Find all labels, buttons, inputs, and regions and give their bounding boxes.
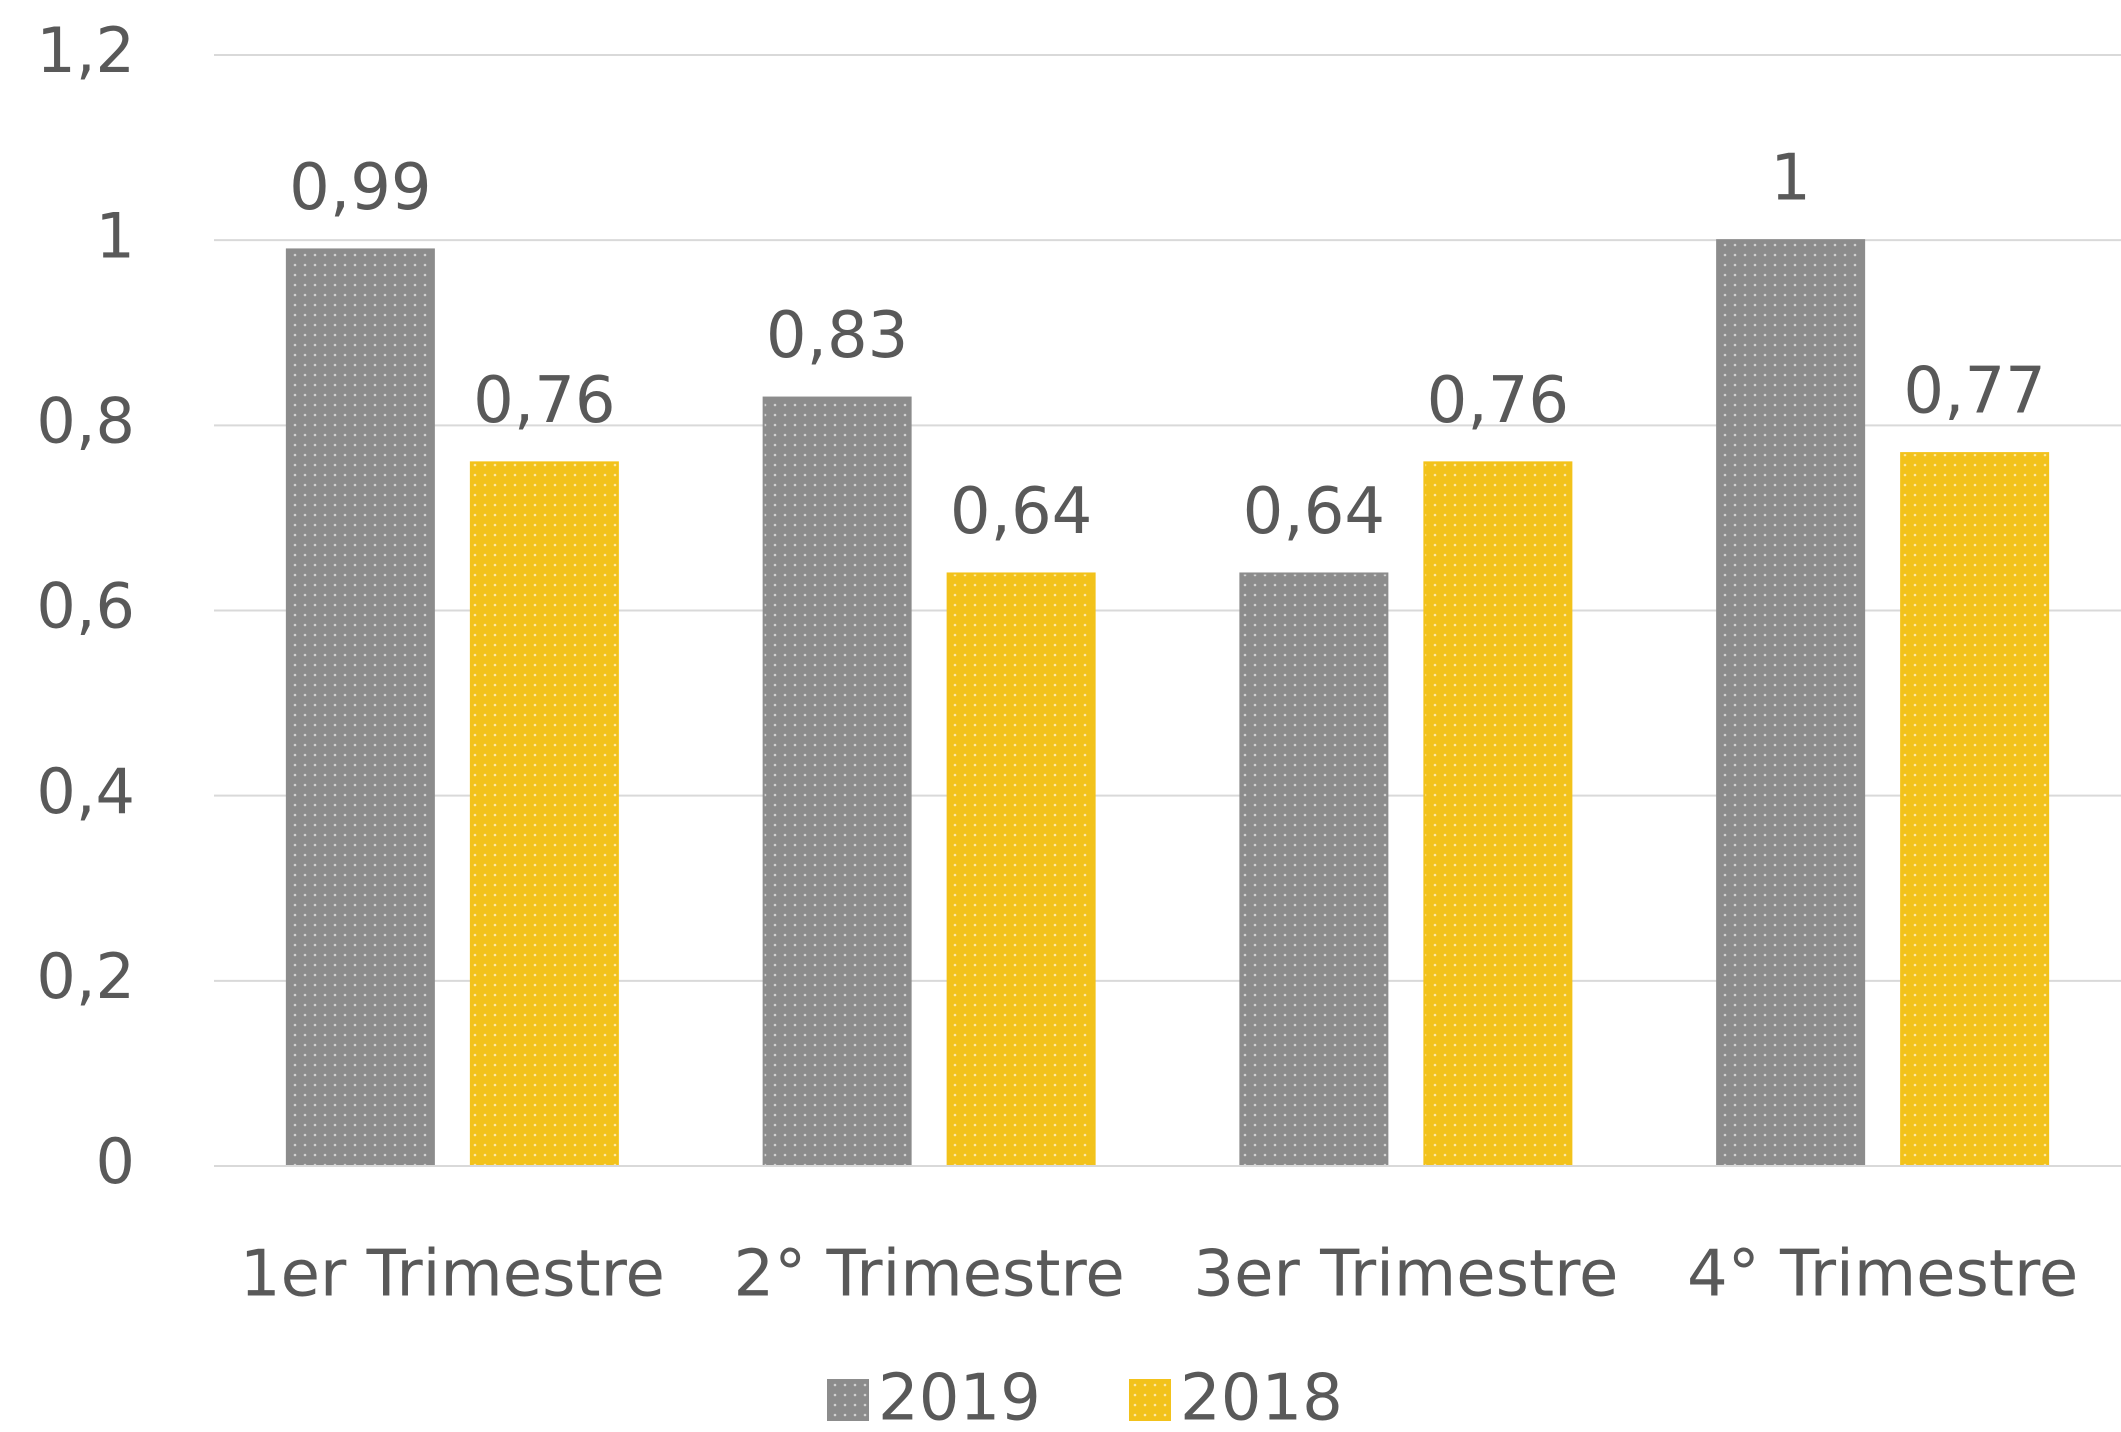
y-tick-label: 0,2 (36, 940, 135, 1013)
data-label: 0,83 (766, 299, 909, 373)
x-tick-label: 2° Trimestre (733, 1238, 1124, 1312)
x-tick-label: 4° Trimestre (1687, 1238, 2078, 1312)
legend-swatch (827, 1379, 869, 1421)
x-tick-label: 1er Trimestre (240, 1238, 665, 1312)
data-label: 0,76 (1427, 364, 1570, 438)
legend-label: 2019 (878, 1362, 1041, 1432)
bar (1716, 239, 1866, 1167)
bar (285, 248, 435, 1168)
y-tick-label: 0 (96, 1125, 135, 1198)
y-tick-label: 0,4 (36, 755, 135, 828)
y-tick-label: 0,6 (36, 570, 135, 643)
bar (1900, 452, 2050, 1167)
bar (1423, 461, 1573, 1168)
data-label: 0,77 (1903, 355, 2046, 429)
y-tick-label: 1,2 (36, 14, 135, 87)
legend-label: 2018 (1180, 1362, 1343, 1432)
data-label: 0,76 (473, 364, 616, 438)
x-tick-label: 3er Trimestre (1193, 1238, 1618, 1312)
data-label: 1 (1770, 142, 1811, 216)
y-tick-label: 1 (96, 199, 135, 272)
legend-swatch (1129, 1379, 1171, 1421)
data-label: 0,64 (1243, 475, 1386, 549)
data-label: 0,99 (289, 151, 432, 225)
bar (469, 461, 619, 1168)
bar (762, 396, 912, 1167)
data-label: 0,64 (950, 475, 1093, 549)
bar (946, 572, 1096, 1167)
bar (1239, 572, 1389, 1167)
y-tick-label: 0,8 (36, 384, 135, 457)
